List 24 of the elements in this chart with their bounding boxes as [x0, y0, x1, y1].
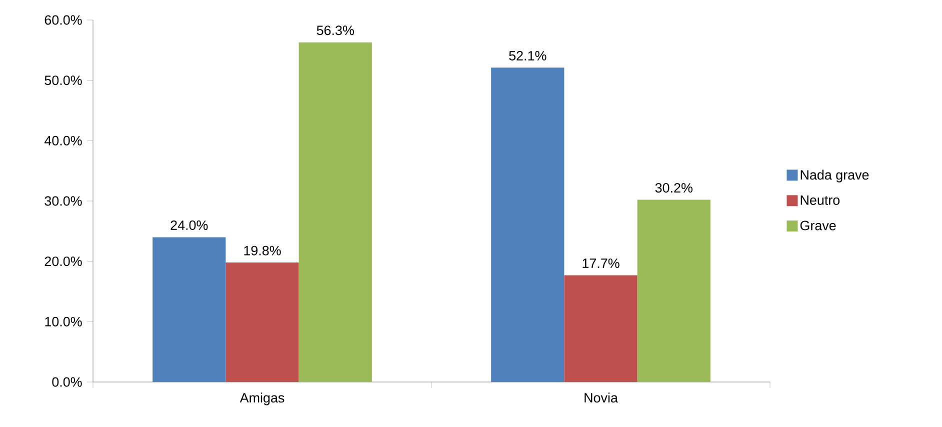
y-tick-label: 0.0%	[52, 377, 82, 387]
legend-label: Nada grave	[800, 170, 869, 182]
data-label: 56.3%	[316, 26, 354, 36]
data-label: 17.7%	[582, 258, 620, 268]
data-label: 19.8%	[244, 246, 281, 256]
bar	[152, 237, 226, 382]
data-label: 24.0%	[170, 220, 208, 230]
bar	[226, 262, 299, 382]
y-tick-label: 40.0%	[44, 136, 82, 146]
bar	[491, 68, 564, 382]
bar	[637, 200, 710, 382]
x-tick-label: Amigas	[240, 392, 284, 406]
bar	[298, 42, 372, 382]
y-tick-label: 60.0%	[44, 15, 82, 25]
y-tick-label: 10.0%	[45, 316, 82, 326]
y-tick-label: 20.0%	[44, 256, 82, 266]
y-tick-label: 50.0%	[44, 76, 82, 86]
data-label: 30.2%	[655, 183, 692, 193]
y-tick-label: 30.0%	[44, 196, 82, 206]
legend-label: Neutro	[800, 196, 840, 205]
data-label: 52.1%	[509, 50, 546, 60]
bar	[564, 275, 638, 382]
x-tick-label: Novia	[584, 392, 618, 403]
legend-label: Grave	[800, 220, 836, 230]
